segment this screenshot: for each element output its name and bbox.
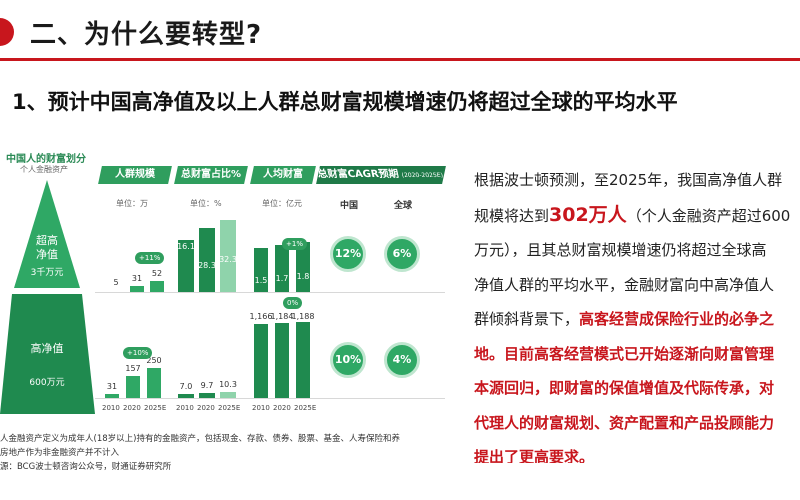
bar	[254, 248, 268, 292]
bar-label: 16.1	[177, 242, 195, 251]
cagr-circle-global: 4%	[384, 342, 420, 378]
pyramid-title: 中国人的财富划分	[6, 154, 86, 165]
bar-label: 157	[125, 364, 141, 373]
bar-label: 7.0	[179, 382, 193, 391]
page-title: 二、为什么要转型?	[30, 20, 263, 50]
para-line: 规模将达到302万人（个人金融资产超过600	[474, 203, 791, 226]
footnote-line: 源：BCG波士顿咨询公众号，财通证券研究所	[0, 462, 172, 472]
bar-label: 52	[151, 269, 163, 278]
footnote: 人金融资产定义为成年人(18岁以上)持有的金融资产，包括现金、存款、债券、股票、…	[0, 432, 470, 474]
highlight-figure: 302万人	[549, 203, 627, 226]
para-line: 代理人的财富规划、资产配置和产品投顾能力	[474, 413, 775, 432]
bar-label: 31	[106, 382, 118, 391]
bar	[275, 245, 289, 292]
para-line: 净值人群的平均水平，金融财富向中高净值人	[474, 275, 775, 294]
para-line: 根据波士顿预测，至2025年，我国高净值人群	[474, 171, 783, 189]
column-header-wealth-share: 总财富占比%	[174, 166, 248, 184]
bar	[126, 376, 140, 398]
top-tier-label-line2: 净值	[36, 248, 58, 261]
growth-badge: +10%	[123, 347, 153, 359]
bar-label: 28.3	[198, 261, 216, 270]
body-paragraph: 根据波士顿预测，至2025年，我国高净值人群 规模将达到302万人（个人金融资产…	[474, 163, 800, 463]
para-line: 地。目前高客经营模式已开始逐渐向财富管理	[474, 344, 775, 363]
top-tier-threshold: 3千万元	[30, 268, 64, 278]
cagr-circle-global: 6%	[384, 236, 420, 272]
bar-label: 1,166	[249, 312, 273, 321]
wealth-infographic: 中国人的财富划分 个人金融资产 超高 净值 3千万元 高净值 600万元 人群规…	[0, 140, 460, 430]
bar-label: 250	[146, 356, 162, 365]
pyramid-bottom-tier	[0, 294, 95, 414]
unit-population: 单位：万	[116, 199, 148, 208]
year-label: 2025E	[144, 404, 167, 412]
bar-label: 1,184	[270, 312, 294, 321]
bottom-tier-threshold: 600万元	[29, 378, 65, 388]
year-label: 2010	[252, 404, 270, 412]
growth-badge: 0%	[283, 297, 303, 309]
bottom-row-baseline	[95, 398, 445, 399]
bar	[296, 242, 310, 292]
cagr-circle-china: 10%	[330, 342, 366, 378]
bar	[296, 322, 310, 398]
column-header-population: 人群规模	[98, 166, 172, 184]
growth-badge: +1%	[282, 238, 307, 250]
bar	[105, 394, 119, 398]
slide-subtitle: 1、预计中国高净值及以上人群总财富规模增速仍将超过全球的平均水平	[12, 90, 678, 114]
year-label: 2020	[123, 404, 141, 412]
cagr-period: (2020-2025E)	[401, 172, 445, 179]
region-global: 全球	[394, 201, 413, 211]
top-row-baseline	[95, 292, 445, 293]
bar	[220, 392, 236, 398]
cagr-circle-china: 12%	[330, 236, 366, 272]
bar-label: 31	[131, 274, 143, 283]
bar	[199, 228, 215, 292]
bar-label: 5	[113, 278, 119, 287]
unit-wealth-share: 单位：%	[190, 199, 222, 208]
bar-label: 32.3	[219, 255, 237, 264]
unit-per-capita: 单位：亿元	[262, 199, 302, 208]
bottom-tier-label: 高净值	[30, 342, 64, 355]
header-rule	[0, 58, 800, 61]
year-label: 2010	[102, 404, 120, 412]
top-tier-label-line1: 超高	[36, 234, 58, 247]
para-line: 万元），且其总财富规模增速仍将超过全球高	[474, 241, 767, 259]
wealth-pyramid	[0, 180, 95, 414]
section-badge	[0, 18, 14, 46]
bar	[130, 286, 144, 292]
pyramid-top-tier	[14, 180, 80, 288]
footnote-line: 房地产作为非金融资产并不计入	[0, 448, 120, 458]
bar-label: 1.7	[275, 274, 289, 283]
year-label: 2020	[273, 404, 291, 412]
footnote-line: 人金融资产定义为成年人(18岁以上)持有的金融资产，包括现金、存款、债券、股票、…	[0, 434, 400, 444]
header-bar: 二、为什么要转型?	[0, 0, 800, 64]
column-header-per-capita: 人均财富	[250, 166, 316, 184]
para-line: 提出了更高要求。	[474, 448, 595, 463]
para-line: 群倾斜背景下，高客经营成保险行业的必争之	[474, 310, 775, 328]
pyramid-subtitle: 个人金融资产	[20, 165, 68, 174]
bar	[220, 220, 236, 292]
bar-label: 1.8	[296, 272, 310, 281]
bar	[254, 324, 268, 398]
bar	[199, 393, 215, 398]
bar	[178, 394, 194, 398]
bar	[275, 323, 289, 398]
bar	[178, 240, 194, 292]
year-label: 2025E	[294, 404, 317, 412]
bar-label: 9.7	[200, 381, 214, 390]
growth-badge: +11%	[135, 252, 165, 264]
bar-label: 10.3	[219, 380, 237, 389]
year-label: 2025E	[218, 404, 241, 412]
bar-label: 1,188	[291, 312, 315, 321]
region-china: 中国	[340, 201, 359, 211]
bar	[150, 281, 164, 292]
bar	[147, 368, 161, 398]
year-label: 2020	[197, 404, 215, 412]
para-line: 本源回归，即财富的保值增值及代际传承，对	[474, 379, 775, 397]
year-label: 2010	[176, 404, 194, 412]
column-header-cagr: 总财富CAGR预期 (2020-2025E)	[316, 166, 446, 184]
bar-label: 1.5	[254, 276, 268, 285]
